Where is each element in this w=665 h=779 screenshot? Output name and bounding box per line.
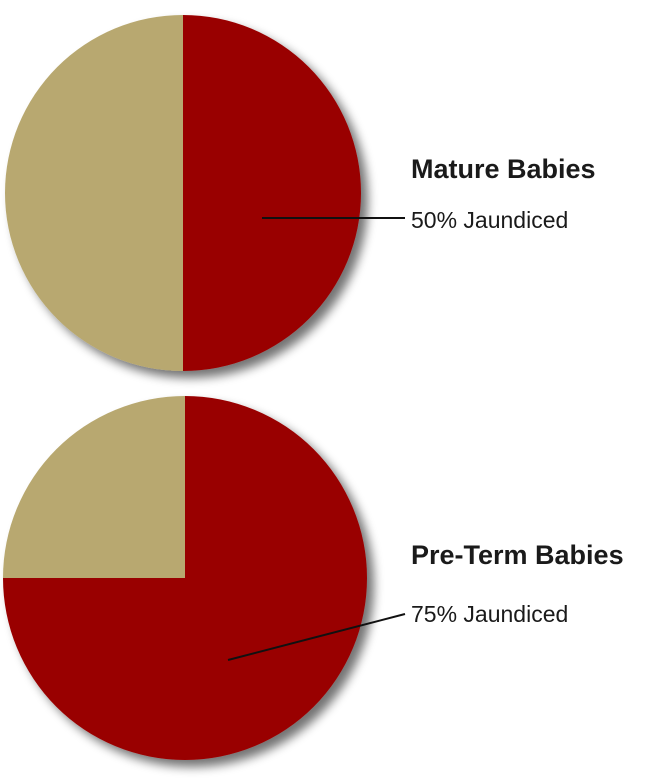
chart-title-mature: Mature Babies [411,154,596,184]
pie-mature [5,15,361,371]
slice-mature-jaundiced [183,15,361,371]
pie-preterm [3,396,367,760]
leader-line-preterm [227,613,406,661]
slice-label-mature: 50% Jaundiced [411,207,568,233]
slice-label-preterm: 75% Jaundiced [411,601,568,627]
slice-preterm-other [3,396,185,578]
slice-mature-other [5,15,183,371]
chart-title-preterm: Pre-Term Babies [411,540,624,570]
pie-chart-mature-babies: Mature Babies 50% Jaundiced [5,15,596,371]
pie-chart-preterm-babies: Pre-Term Babies 75% Jaundiced [3,396,624,760]
